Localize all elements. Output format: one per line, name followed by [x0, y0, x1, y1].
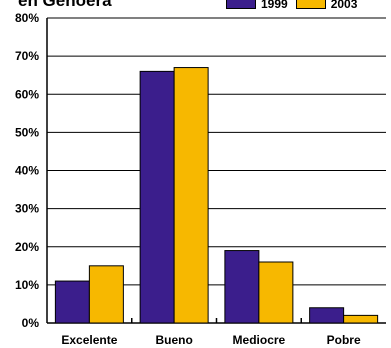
y-tick-label: 30% [15, 202, 39, 216]
bar-1999-bueno [139, 70, 175, 324]
bar-1999-mediocre [224, 250, 260, 324]
bar-1999-excelente [54, 280, 90, 324]
y-tick-label: 20% [15, 240, 39, 254]
y-tick-label: 40% [15, 164, 39, 178]
bar-2003-bueno [173, 67, 209, 324]
y-tick-label: 50% [15, 125, 39, 139]
legend-swatch-1999 [226, 0, 256, 9]
legend-item-2003: 2003 [295, 0, 358, 11]
bar-1999-pobre [309, 307, 345, 324]
y-tick-label: 0% [22, 316, 40, 330]
y-tick-label: 70% [15, 49, 39, 63]
legend-swatch-2003 [295, 0, 326, 9]
bar-2003-mediocre [258, 261, 294, 324]
x-tick-label: Bueno [155, 333, 192, 347]
x-tick-label: Excelente [61, 333, 117, 347]
bar-2003-pobre [343, 314, 379, 324]
legend-label-1999: 1999 [261, 0, 288, 11]
legend: 1999 2003 [226, 0, 365, 11]
y-tick-label: 60% [15, 87, 39, 101]
chart-title: en Genoera [18, 0, 112, 10]
legend-item-1999: 1999 [226, 0, 288, 11]
y-tick-label: 10% [15, 278, 39, 292]
x-tick-label: Pobre [327, 333, 361, 347]
x-tick-label: Mediocre [233, 333, 286, 347]
bar-2003-excelente [88, 265, 124, 324]
legend-label-2003: 2003 [330, 0, 358, 11]
y-tick-label: 80% [15, 11, 39, 25]
